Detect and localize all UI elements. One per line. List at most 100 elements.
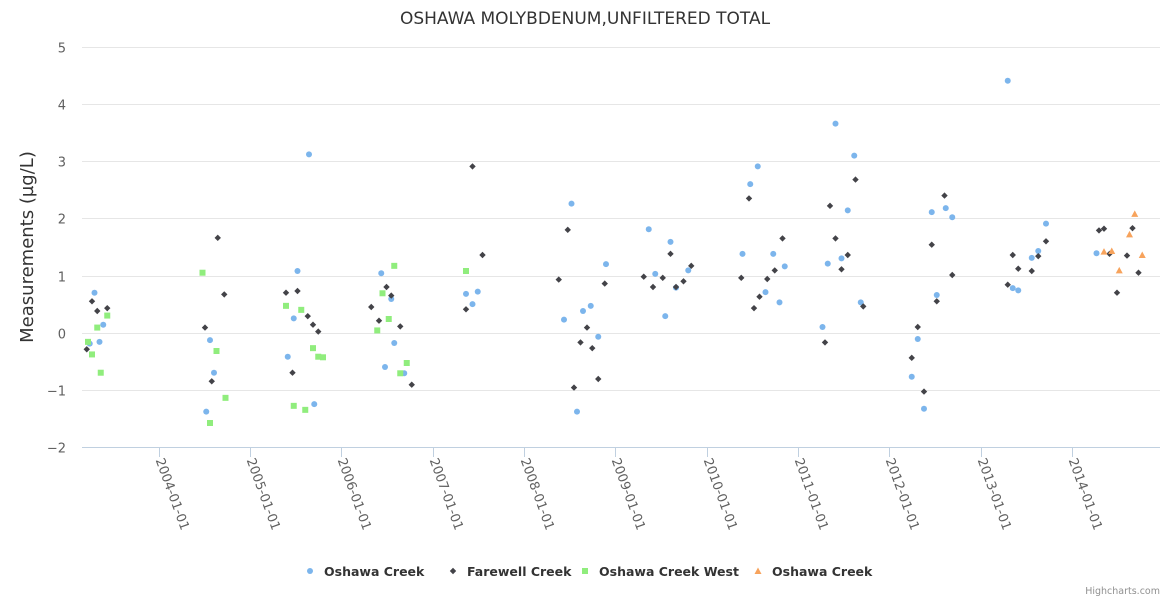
- data-point[interactable]: [824, 260, 831, 267]
- data-point[interactable]: [561, 316, 567, 323]
- data-point[interactable]: [781, 263, 788, 270]
- data-point[interactable]: [852, 176, 859, 183]
- data-point[interactable]: [100, 321, 107, 328]
- data-point[interactable]: [555, 276, 562, 283]
- data-point[interactable]: [832, 235, 839, 242]
- data-point[interactable]: [1129, 224, 1136, 232]
- data-point[interactable]: [289, 369, 296, 376]
- data-point[interactable]: [207, 337, 213, 344]
- data-point[interactable]: [762, 289, 769, 296]
- data-point[interactable]: [388, 292, 395, 299]
- data-point[interactable]: [474, 288, 481, 295]
- data-point[interactable]: [739, 250, 746, 257]
- data-point[interactable]: [382, 364, 388, 370]
- data-point[interactable]: [779, 235, 786, 242]
- data-point[interactable]: [1035, 252, 1042, 260]
- data-point[interactable]: [601, 280, 608, 287]
- data-point[interactable]: [942, 205, 949, 212]
- data-point[interactable]: [747, 181, 754, 188]
- data-point[interactable]: [391, 262, 398, 269]
- data-point[interactable]: [1113, 289, 1121, 296]
- credits[interactable]: Highcharts.com: [1085, 586, 1160, 597]
- data-point[interactable]: [294, 287, 301, 295]
- data-point[interactable]: [85, 338, 91, 345]
- data-point[interactable]: [583, 324, 591, 331]
- data-point[interactable]: [667, 238, 674, 245]
- data-point[interactable]: [908, 373, 915, 380]
- data-point[interactable]: [104, 312, 111, 319]
- data-point[interactable]: [89, 351, 95, 358]
- data-point[interactable]: [933, 292, 940, 298]
- legend-item-4[interactable]: Oshawa Creek: [754, 564, 874, 579]
- data-point[interactable]: [564, 226, 571, 234]
- data-point[interactable]: [928, 241, 935, 248]
- data-point[interactable]: [374, 327, 381, 334]
- data-point[interactable]: [201, 324, 209, 331]
- data-point[interactable]: [851, 152, 858, 159]
- data-point[interactable]: [771, 267, 778, 274]
- data-point[interactable]: [680, 278, 687, 285]
- data-point[interactable]: [776, 299, 783, 306]
- data-point[interactable]: [652, 270, 659, 277]
- data-point[interactable]: [1028, 267, 1035, 275]
- data-point[interactable]: [311, 401, 318, 408]
- data-point[interactable]: [1123, 252, 1131, 259]
- data-point[interactable]: [745, 195, 753, 202]
- data-point[interactable]: [750, 304, 758, 312]
- data-point[interactable]: [284, 353, 291, 360]
- data-point[interactable]: [1115, 266, 1123, 274]
- data-point[interactable]: [928, 209, 935, 216]
- legend-item-1[interactable]: Oshawa Creek: [307, 564, 425, 579]
- data-point[interactable]: [309, 321, 317, 328]
- data-point[interactable]: [310, 345, 316, 352]
- data-point[interactable]: [580, 308, 586, 314]
- data-point[interactable]: [391, 340, 398, 346]
- data-point[interactable]: [315, 328, 322, 335]
- data-point[interactable]: [385, 316, 392, 322]
- legend-marker[interactable]: [582, 568, 588, 574]
- data-point[interactable]: [933, 298, 940, 305]
- data-point[interactable]: [378, 270, 385, 277]
- data-point[interactable]: [672, 283, 680, 291]
- data-point[interactable]: [306, 151, 312, 158]
- data-point[interactable]: [649, 283, 657, 291]
- data-point[interactable]: [908, 354, 915, 362]
- data-point[interactable]: [91, 289, 98, 296]
- data-point[interactable]: [304, 312, 311, 320]
- data-point[interactable]: [1135, 269, 1142, 276]
- data-point[interactable]: [214, 234, 221, 242]
- data-point[interactable]: [388, 296, 395, 302]
- data-point[interactable]: [914, 336, 921, 342]
- data-point[interactable]: [94, 324, 101, 331]
- data-point[interactable]: [104, 304, 111, 312]
- data-point[interactable]: [298, 306, 305, 313]
- data-point[interactable]: [207, 420, 213, 426]
- data-point[interactable]: [920, 388, 928, 395]
- data-point[interactable]: [640, 273, 647, 280]
- legend-item-2[interactable]: Farewell Creek: [449, 564, 572, 579]
- data-point[interactable]: [914, 323, 921, 331]
- data-point[interactable]: [1042, 238, 1050, 245]
- data-point[interactable]: [463, 290, 469, 297]
- data-point[interactable]: [860, 303, 867, 310]
- data-point[interactable]: [770, 250, 777, 257]
- data-point[interactable]: [1009, 251, 1016, 259]
- data-point[interactable]: [667, 250, 674, 258]
- data-point[interactable]: [1093, 250, 1100, 257]
- data-point[interactable]: [1138, 251, 1146, 259]
- data-point[interactable]: [1126, 230, 1133, 238]
- data-point[interactable]: [1095, 227, 1103, 234]
- data-point[interactable]: [844, 251, 851, 259]
- data-point[interactable]: [921, 405, 927, 412]
- data-point[interactable]: [479, 251, 486, 259]
- data-point[interactable]: [941, 192, 948, 199]
- data-point[interactable]: [94, 307, 101, 315]
- data-point[interactable]: [595, 375, 602, 383]
- data-point[interactable]: [315, 353, 322, 360]
- data-point[interactable]: [819, 324, 826, 330]
- data-point[interactable]: [587, 302, 594, 309]
- data-point[interactable]: [294, 268, 301, 274]
- legend-marker[interactable]: [754, 567, 762, 575]
- data-point[interactable]: [97, 369, 104, 376]
- data-point[interactable]: [574, 408, 580, 415]
